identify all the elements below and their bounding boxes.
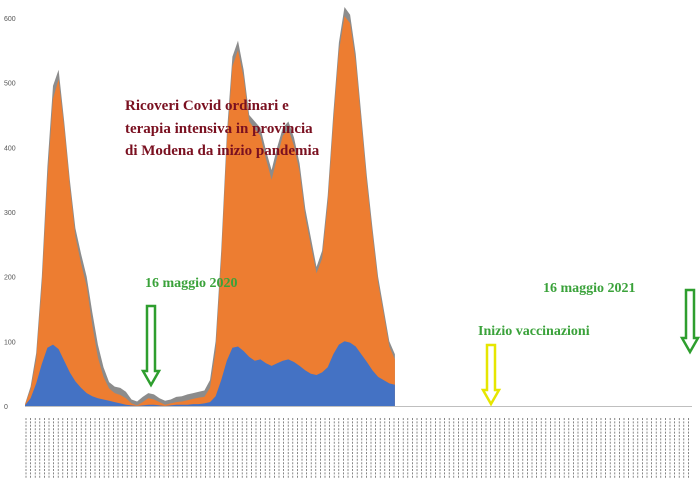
arrow-16-maggio-2020-icon — [140, 304, 162, 388]
arrow-inizio-vaccinazioni-icon — [480, 343, 502, 407]
annotation-16-maggio-2020: 16 maggio 2020 — [145, 276, 238, 291]
y-tick-label: 0 — [4, 404, 8, 411]
area-series-intensiva — [25, 341, 395, 406]
annotation-inizio-vaccinazioni: Inizio vaccinazioni — [478, 324, 590, 339]
x-axis — [25, 406, 692, 478]
plot-area — [25, 7, 395, 406]
y-tick-label: 500 — [4, 81, 16, 88]
chart-title-line-3: di Modena da inizio pandemia — [125, 143, 320, 159]
y-tick-label: 300 — [4, 210, 16, 217]
annotation-16-maggio-2021: 16 maggio 2021 — [543, 281, 636, 296]
y-tick-label: 200 — [4, 275, 16, 282]
y-tick-label: 400 — [4, 145, 16, 152]
chart-title: Ricoveri Covid ordinari e terapia intens… — [125, 98, 320, 159]
arrow-16-maggio-2021-icon — [679, 288, 700, 355]
annotations: 16 maggio 2020 Inizio vaccinazioni 16 ma… — [145, 276, 636, 339]
y-axis: 0 100 200 300 400 500 600 — [4, 16, 16, 411]
chart-title-line-2: terapia intensiva in provincia — [125, 121, 313, 137]
y-tick-label: 600 — [4, 16, 16, 23]
y-tick-label: 100 — [4, 339, 16, 346]
annotation-arrows — [140, 288, 700, 407]
chart-title-line-1: Ricoveri Covid ordinari e — [125, 98, 289, 114]
area-series-ordinari — [25, 16, 395, 406]
